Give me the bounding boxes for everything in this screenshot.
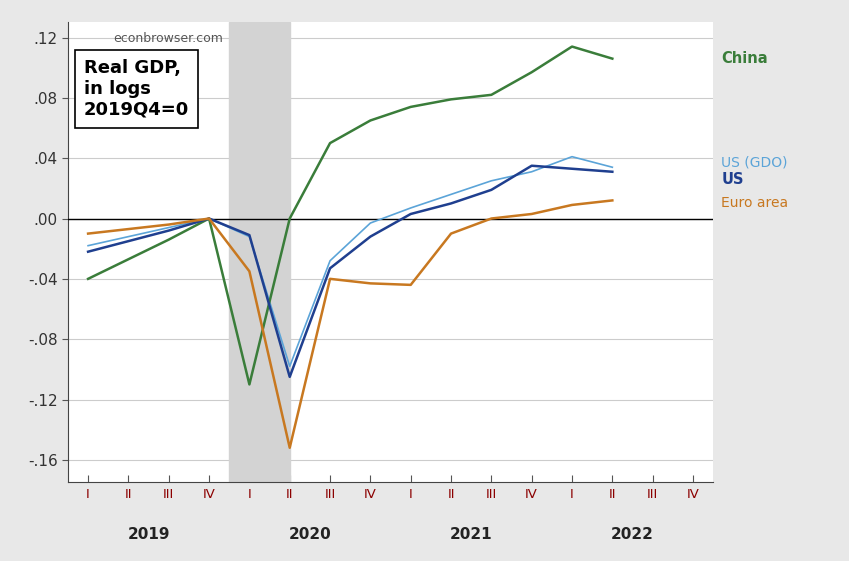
Text: US (GDO): US (GDO) bbox=[721, 156, 788, 170]
Text: China: China bbox=[721, 51, 767, 66]
Bar bbox=[229, 22, 290, 482]
Text: 2019: 2019 bbox=[127, 527, 170, 542]
Text: US: US bbox=[721, 172, 744, 187]
Text: 2022: 2022 bbox=[611, 527, 654, 542]
Text: Real GDP,
in logs
2019Q4=0: Real GDP, in logs 2019Q4=0 bbox=[84, 59, 189, 119]
Text: 2020: 2020 bbox=[289, 527, 331, 542]
Text: Euro area: Euro area bbox=[721, 196, 789, 210]
Text: econbrowser.com: econbrowser.com bbox=[113, 31, 223, 45]
Text: 2021: 2021 bbox=[450, 527, 492, 542]
